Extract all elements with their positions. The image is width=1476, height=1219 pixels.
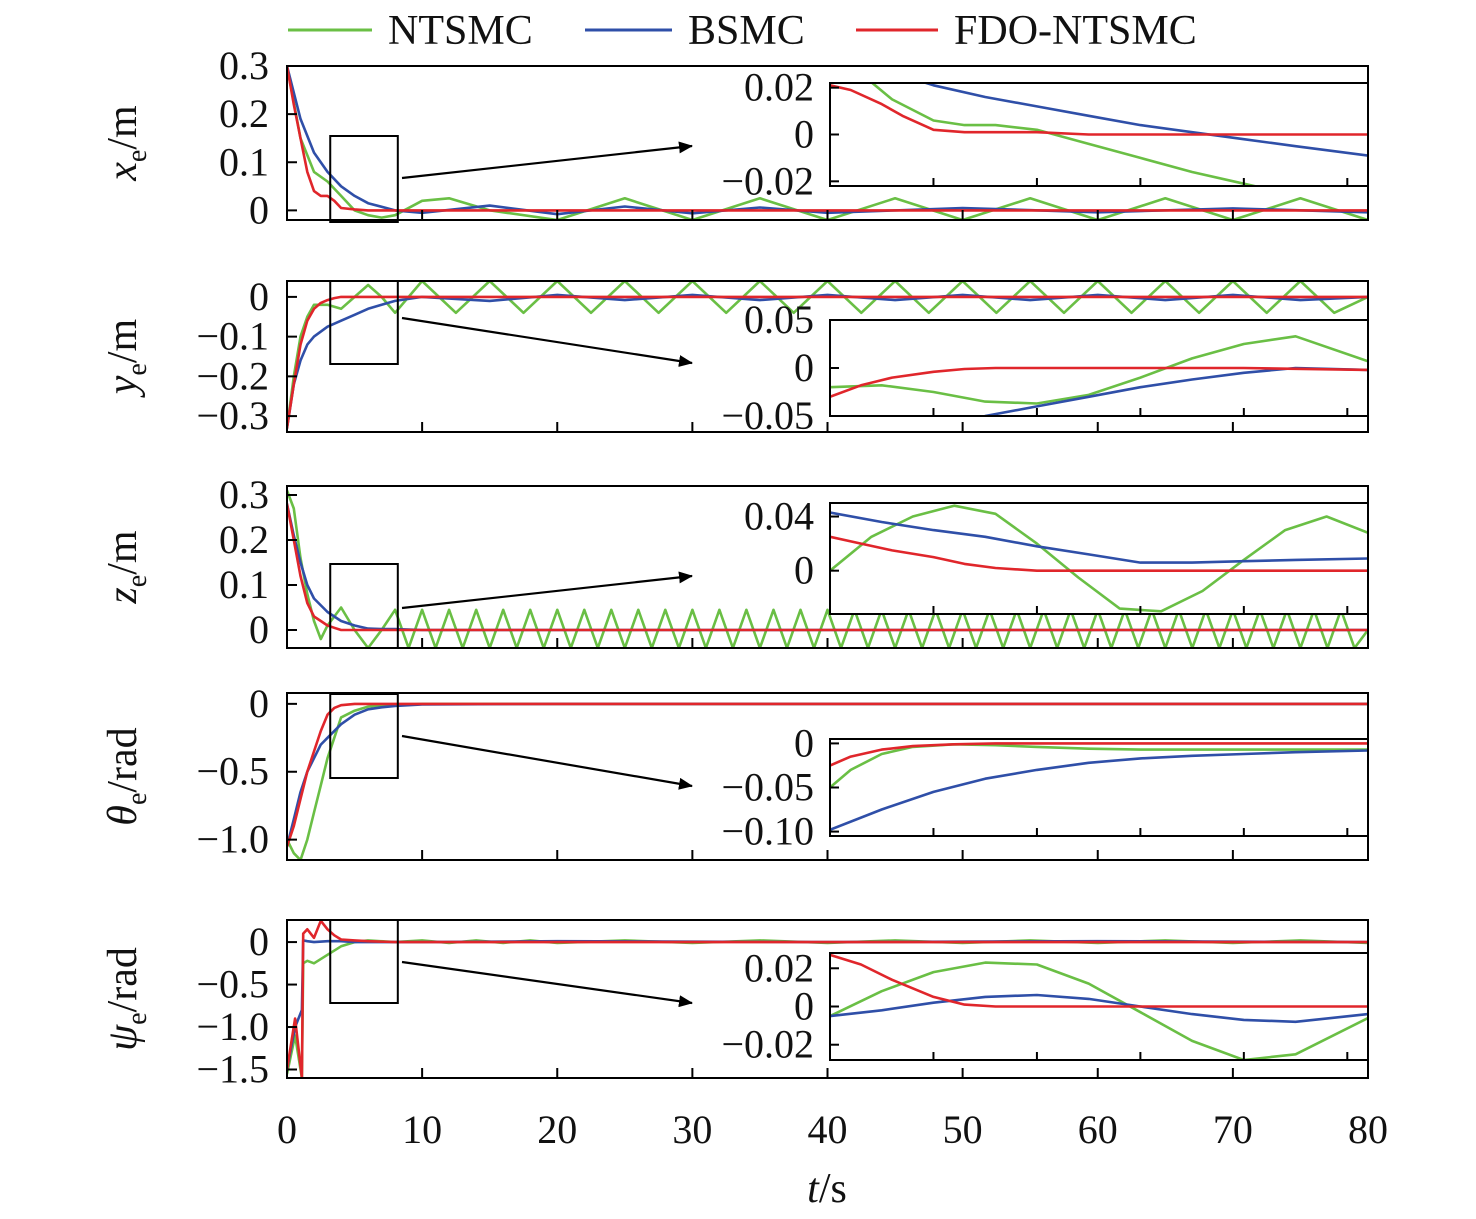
series-fdo-ntsmc-panel-4 [287, 702, 1368, 848]
y-tick-label: −0.5 [196, 962, 269, 1007]
inset-series-bsmc-panel-1 [921, 83, 1368, 157]
y-tick-label: 0.2 [219, 517, 269, 562]
x-axis: 0 10 20 30 40 50 60 70 80 t/s [277, 1107, 1388, 1212]
x-tick-label: 30 [672, 1107, 712, 1152]
y-tick-label: 0 [249, 187, 269, 232]
zoom-box-panel-5 [329, 919, 399, 1004]
inset-y-tick-label: −0.02 [721, 1022, 814, 1067]
inset-panel-1: 0.020−0.02 [721, 65, 1369, 203]
y-tick-label: 0 [249, 681, 269, 726]
x-tick-label: 40 [808, 1107, 848, 1152]
inset-series-bsmc-panel-3 [830, 511, 1368, 564]
inset-y-tick-label: −0.05 [721, 393, 814, 438]
panels: 0.30.20.10xe/m0.020−0.020−0.1−0.2−0.3ye/… [100, 43, 1369, 1092]
y-tick-label: −0.2 [196, 353, 269, 398]
inset-y-tick-label: −0.10 [721, 809, 814, 854]
series-ntsmc-panel-1 [287, 66, 1368, 220]
x-tick-label: 50 [943, 1107, 983, 1152]
y-tick-label: −1.5 [196, 1047, 269, 1092]
inset-series-fdo-ntsmc-panel-3 [830, 535, 1368, 573]
zoom-arrow-panel-2 [401, 316, 693, 367]
series-fdo-ntsmc-panel-1 [287, 66, 1368, 212]
x-tick-label: 20 [537, 1107, 577, 1152]
inset-series-fdo-ntsmc-panel-1 [830, 84, 1368, 136]
x-tick-label: 60 [1078, 1107, 1118, 1152]
inset-frame [829, 502, 1369, 615]
y-tick-label: 0.3 [219, 472, 269, 517]
inset-series-fdo-ntsmc-panel-2 [830, 366, 1368, 399]
y-tick-label: 0 [249, 607, 269, 652]
y-axis-label-panel-4: θe/rad [100, 727, 153, 825]
zoom-arrow-panel-4 [401, 734, 693, 790]
inset-panel-5: 0.020−0.02 [721, 945, 1369, 1067]
zoom-box-panel-2 [329, 280, 399, 365]
inset-series-ntsmc-panel-2 [830, 334, 1368, 405]
y-tick-label: 0.2 [219, 91, 269, 136]
zoom-box-panel-4 [329, 693, 399, 779]
inset-y-tick-label: −0.02 [721, 158, 814, 203]
inset-panel-2: 0.050−0.05 [721, 297, 1369, 438]
panel-5: 0−0.5−1.0−1.5ψe/rad 0.020−0.02 [100, 919, 1369, 1092]
y-axis-label-panel-1: xe/m [100, 105, 153, 182]
legend: NTSMC BSMC FDO-NTSMC [288, 8, 1197, 54]
y-axis-label-panel-3: ze/m [100, 530, 153, 604]
y-tick-label: 0.3 [219, 43, 269, 88]
inset-series-fdo-ntsmc-panel-4 [830, 742, 1368, 767]
inset-series-fdo-ntsmc-panel-5 [830, 953, 1368, 1008]
y-tick-label: 0.1 [219, 562, 269, 607]
y-tick-label: 0 [249, 274, 269, 319]
inset-series-ntsmc-panel-4 [830, 742, 1368, 789]
inset-y-tick-label: 0 [794, 720, 814, 765]
legend-label-fdo-ntsmc: FDO-NTSMC [954, 8, 1197, 54]
zoom-box-panel-3 [329, 563, 399, 649]
x-tick-label: 80 [1348, 1107, 1388, 1152]
inset-y-tick-label: 0 [794, 112, 814, 157]
zoom-box-panel-1 [329, 135, 399, 223]
inset-y-tick-label: 0.02 [744, 65, 814, 110]
series-fdo-ntsmc-panel-2 [287, 295, 1368, 430]
series-bsmc-panel-1 [287, 66, 1368, 216]
y-tick-label: −0.1 [196, 314, 269, 359]
y-tick-label: −1.0 [196, 817, 269, 862]
series-fdo-ntsmc-panel-3 [287, 502, 1368, 632]
y-tick-label: 0.1 [219, 139, 269, 184]
inset-series-ntsmc-panel-5 [830, 961, 1368, 1060]
series-fdo-ntsmc-panel-5 [287, 920, 1368, 1078]
inset-y-tick-label: 0 [794, 548, 814, 593]
y-tick-label: 0 [249, 919, 269, 964]
zoom-arrow-panel-5 [401, 960, 693, 1008]
inset-series-bsmc-panel-5 [830, 993, 1368, 1024]
y-axis-label-panel-5: ψe/rad [100, 947, 153, 1051]
x-tick-label: 10 [402, 1107, 442, 1152]
x-tick-label: 70 [1213, 1107, 1253, 1152]
inset-y-tick-label: 0.02 [744, 945, 814, 990]
legend-label-ntsmc: NTSMC [388, 8, 533, 54]
x-tick-label: 0 [277, 1107, 297, 1152]
zoom-arrow-panel-1 [401, 141, 693, 180]
legend-label-bsmc: BSMC [688, 8, 805, 54]
inset-y-tick-label: 0 [794, 984, 814, 1029]
y-tick-label: −0.3 [196, 393, 269, 438]
inset-y-tick-label: 0 [794, 345, 814, 390]
panel-2: 0−0.1−0.2−0.3ye/m 0.050−0.05 [100, 274, 1369, 438]
y-axis-label-panel-2: ye/m [100, 318, 153, 398]
inset-panel-3: 0.04 0 [744, 494, 1369, 615]
inset-y-tick-label: −0.05 [721, 765, 814, 810]
inset-series-bsmc-panel-4 [830, 749, 1368, 832]
inset-series-ntsmc-panel-3 [830, 504, 1368, 613]
zoom-arrow-panel-3 [401, 571, 693, 610]
panel-4: 0−0.5−1.0θe/rad 0−0.05−0.10 [100, 681, 1369, 862]
inset-y-tick-label: 0.05 [744, 297, 814, 342]
x-axis-label: t/s [807, 1166, 847, 1212]
inset-y-tick-label: 0.04 [744, 494, 814, 539]
inset-panel-4: 0−0.05−0.10 [721, 720, 1369, 854]
y-tick-label: −0.5 [196, 749, 269, 794]
y-tick-label: −1.0 [196, 1004, 269, 1049]
